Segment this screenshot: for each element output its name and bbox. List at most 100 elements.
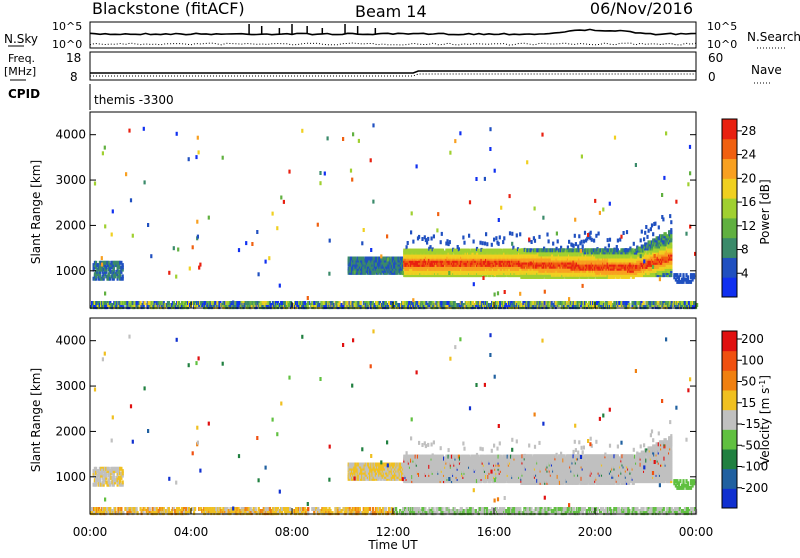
- heatmap-cell: [360, 301, 362, 305]
- heatmap-cell: [587, 233, 589, 237]
- heatmap-cell: [147, 223, 149, 227]
- heatmap-cell: [313, 301, 315, 305]
- heatmap-cell: [433, 234, 435, 238]
- heatmap-cell: [511, 232, 513, 236]
- heatmap-cell: [429, 245, 431, 249]
- heatmap-cell: [590, 231, 592, 235]
- heatmap-cell: [670, 242, 672, 246]
- heatmap-cell: [486, 242, 488, 246]
- heatmap-cell: [276, 226, 278, 230]
- heatmap-cell: [546, 233, 548, 237]
- heatmap-cell: [195, 155, 197, 159]
- heatmap-cell: [327, 136, 329, 140]
- heatmap-cell: [628, 303, 630, 307]
- heatmap-cell: [124, 301, 126, 305]
- heatmap-cell: [498, 218, 500, 222]
- heatmap-cell: [519, 292, 521, 296]
- heatmap-cell: [581, 240, 583, 244]
- nsky-label: N.Sky: [4, 32, 38, 46]
- heatmap-cell: [670, 228, 672, 232]
- heatmap-cell: [304, 301, 306, 305]
- heatmap-cell: [681, 301, 683, 305]
- heatmap-cell: [575, 242, 577, 246]
- heatmap-cell: [503, 236, 505, 240]
- heatmap-cell: [101, 263, 103, 267]
- heatmap-cell: [149, 301, 151, 305]
- cpid-label: CPID: [8, 87, 40, 101]
- heatmap-cell: [133, 301, 135, 305]
- heatmap-cell: [665, 131, 667, 135]
- heatmap-cell: [412, 240, 414, 244]
- heatmap-cell: [670, 220, 672, 224]
- heatmap-cell: [402, 271, 404, 275]
- heatmap-cell: [608, 244, 610, 248]
- heatmap-cell: [280, 196, 282, 200]
- heatmap-cell: [443, 301, 445, 305]
- heatmap-cell: [416, 164, 418, 168]
- heatmap-cell: [260, 301, 262, 305]
- heatmap-cell: [643, 259, 645, 263]
- heatmap-cell: [350, 169, 352, 173]
- heatmap-cell: [192, 245, 194, 249]
- heatmap-cell: [372, 200, 374, 204]
- heatmap-cell: [491, 243, 493, 247]
- heatmap-cell: [150, 254, 152, 258]
- heatmap-cell: [177, 248, 179, 252]
- heatmap-cell: [574, 234, 576, 238]
- heatmap-cell: [486, 301, 488, 305]
- heatmap-cell: [636, 301, 638, 305]
- heatmap-cell: [317, 223, 319, 227]
- heatmap-cell: [505, 303, 507, 307]
- heatmap-cell: [265, 260, 267, 264]
- heatmap-cell: [425, 301, 427, 305]
- cpid-row: CPID themis -3300: [8, 84, 174, 110]
- heatmap-cell: [372, 301, 374, 305]
- heatmap-cell: [651, 223, 653, 227]
- heatmap-cell: [489, 147, 491, 151]
- heatmap-cell: [208, 216, 210, 220]
- heatmap-cell: [493, 238, 495, 242]
- heatmap-cell: [111, 233, 113, 237]
- heatmap-cell: [473, 240, 475, 244]
- heatmap-cell: [538, 235, 540, 239]
- heatmap-cell: [693, 273, 695, 277]
- heatmap-cell: [633, 242, 635, 246]
- heatmap-cell: [140, 301, 142, 305]
- heatmap-cell: [476, 301, 478, 305]
- heatmap-cell: [687, 275, 689, 279]
- heatmap-cell: [222, 156, 224, 160]
- heatmap-cell: [468, 234, 470, 238]
- heatmap-cell: [504, 290, 506, 294]
- freq-panel: Freq. [MHz] 18 8 60 0 Nave: [4, 51, 782, 84]
- station-title: Blackstone (fitACF): [92, 0, 245, 18]
- heatmap-cell: [542, 216, 544, 220]
- freq-unit: [MHz]: [4, 65, 36, 78]
- heatmap-cell: [548, 239, 550, 243]
- heatmap-cell: [436, 228, 438, 232]
- heatmap-cell: [387, 257, 389, 261]
- heatmap-cell: [662, 217, 664, 221]
- heatmap-cell: [568, 240, 570, 244]
- heatmap-cell: [582, 244, 584, 248]
- heatmap-cell: [463, 241, 465, 245]
- heatmap-cell: [406, 301, 408, 305]
- heatmap-cell: [652, 232, 654, 236]
- heatmap-cell: [410, 230, 412, 234]
- heatmap-cell: [640, 238, 642, 242]
- heatmap-cell: [646, 235, 648, 239]
- freq-label: Freq.: [8, 52, 35, 65]
- heatmap-cell: [104, 224, 106, 228]
- heatmap-cell: [406, 245, 408, 249]
- heatmap-cell: [350, 301, 352, 305]
- heatmap-cell: [586, 303, 588, 307]
- heatmap-cell: [494, 293, 496, 297]
- cpid-value: themis -3300: [94, 93, 174, 107]
- heatmap-cell: [595, 234, 597, 238]
- heatmap-cell: [497, 291, 499, 295]
- heatmap-cell: [626, 230, 628, 234]
- heatmap-cell: [593, 239, 595, 243]
- heatmap-cell: [654, 222, 656, 226]
- heatmap-cell: [283, 200, 285, 204]
- heatmap-cell: [245, 301, 247, 305]
- heatmap-cell: [144, 301, 146, 305]
